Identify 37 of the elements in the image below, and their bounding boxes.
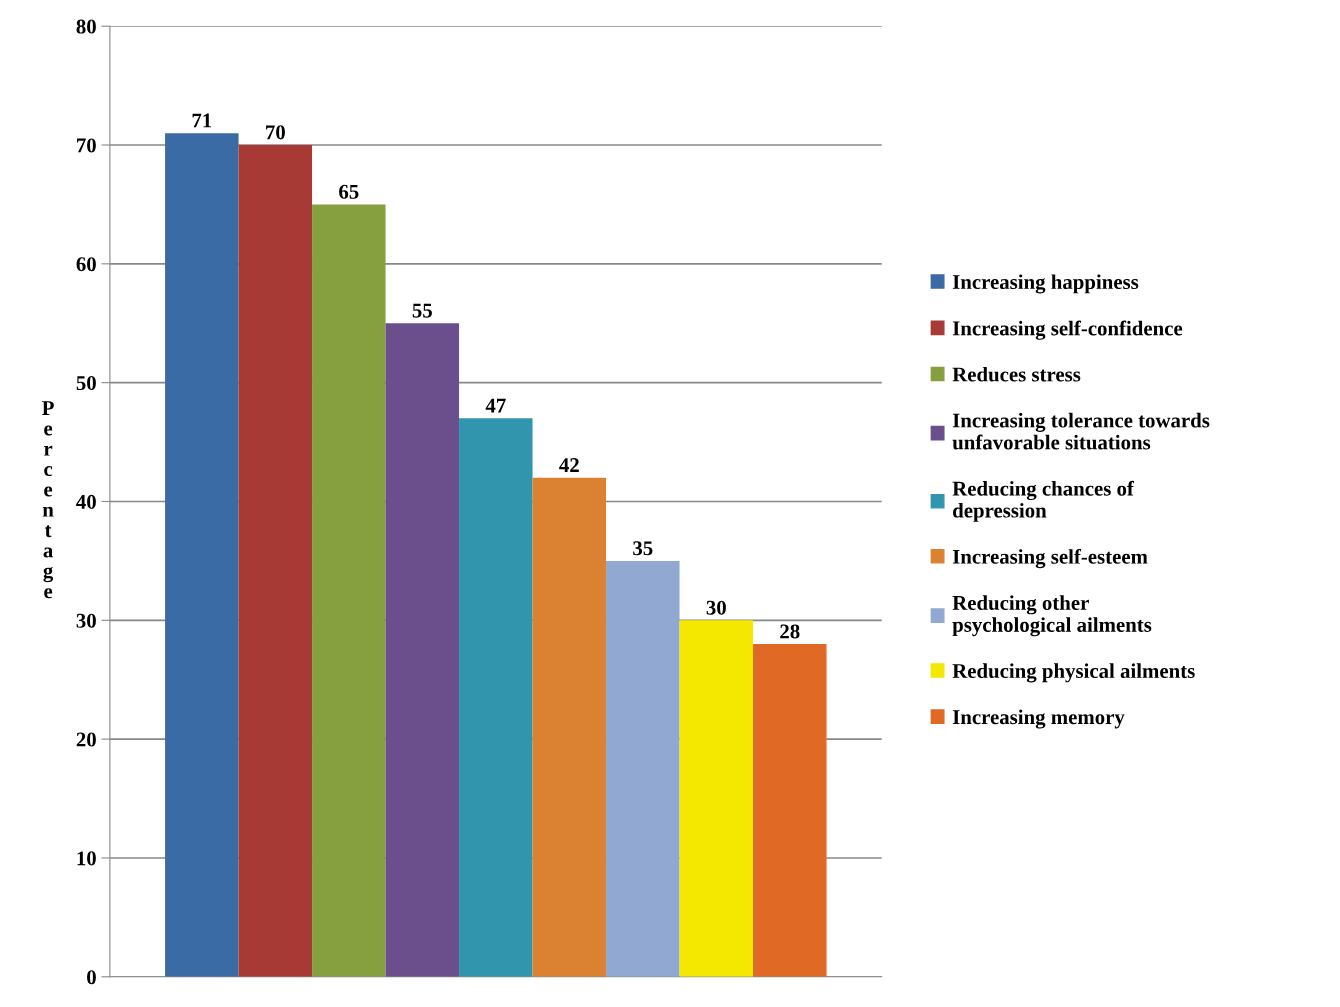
legend-label: Increasing memory xyxy=(952,709,1125,729)
bar xyxy=(238,145,313,977)
y-tick-label: 10 xyxy=(77,851,96,866)
legend-label: Reducing physical ailments xyxy=(952,663,1195,683)
bar xyxy=(532,477,607,977)
legend-label: Increasing tolerance towards unfavorable situations xyxy=(952,412,1210,450)
data-label: 65 xyxy=(339,184,359,199)
legend-label: Reducing other psychological ailments xyxy=(952,595,1152,637)
legend-label: Increasing happiness xyxy=(952,274,1139,294)
data-label: 42 xyxy=(559,458,579,472)
bar xyxy=(165,133,239,977)
y-tick-label: 60 xyxy=(76,257,96,272)
y-tick-label: 50 xyxy=(76,376,96,391)
legend-label: Increasing self-confidence xyxy=(952,320,1183,340)
data-label: 70 xyxy=(266,125,285,140)
data-label: 35 xyxy=(633,541,653,556)
y-tick-label: 70 xyxy=(77,138,96,153)
y-tick-label: 20 xyxy=(76,732,96,747)
data-label: 30 xyxy=(706,600,726,615)
bar xyxy=(459,418,533,977)
bar xyxy=(312,204,386,977)
data-label: 28 xyxy=(780,624,800,639)
y-tick-label: 30 xyxy=(76,613,96,628)
legend-label: Reducing chances of depression xyxy=(952,480,1135,522)
bar xyxy=(753,644,827,977)
y-tick-label: 80 xyxy=(76,19,96,34)
data-label: 47 xyxy=(485,398,506,413)
bar xyxy=(606,560,680,977)
data-label: 71 xyxy=(192,113,212,128)
bar xyxy=(679,620,754,977)
legend-label: Reduces stress xyxy=(952,366,1081,382)
y-tick-label: 0 xyxy=(87,970,96,985)
data-label: 55 xyxy=(412,303,432,318)
legend-label: Increasing self-esteem xyxy=(952,548,1148,569)
text: Percentage xyxy=(42,401,54,599)
y-tick-label: 40 xyxy=(76,494,96,509)
bar xyxy=(385,323,460,977)
